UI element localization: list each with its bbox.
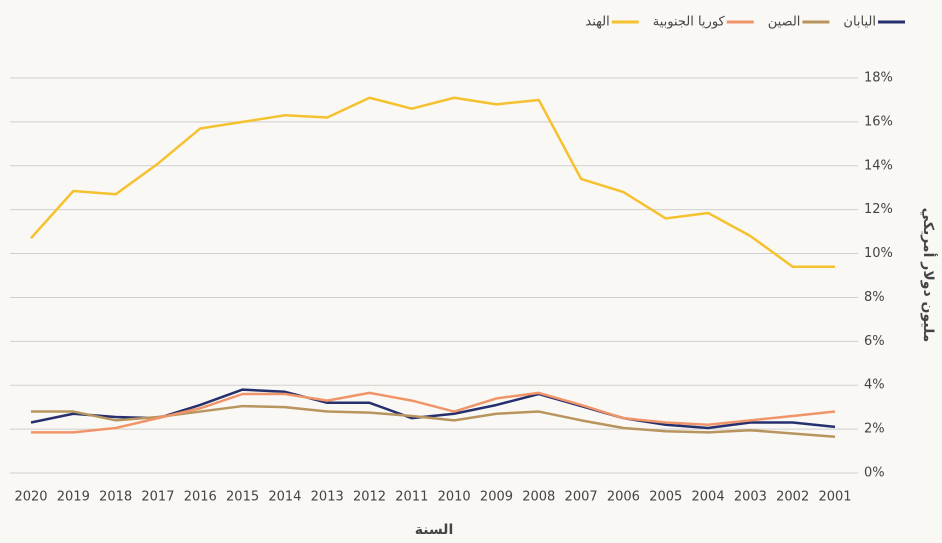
- x-tick-label: 2014: [268, 490, 301, 505]
- x-tick-label: 2011: [395, 490, 428, 505]
- x-tick-label: 2019: [57, 490, 90, 505]
- y-axis-title: مليون دولار أمريكي: [920, 208, 938, 343]
- y-tick-label: 16%: [864, 114, 893, 129]
- x-tick-label: 2003: [734, 490, 767, 505]
- x-tick-label: 2005: [649, 490, 682, 505]
- y-tick-label: 8%: [864, 290, 885, 305]
- y-tick-label: 12%: [864, 202, 893, 217]
- legend-label: كوريا الجنوبية: [653, 15, 726, 30]
- series-line: [30, 96, 835, 268]
- legend-label: الهند: [585, 15, 609, 30]
- x-tick-label: 2012: [353, 490, 386, 505]
- y-tick-label: 4%: [864, 378, 885, 393]
- x-tick-label: 2008: [522, 490, 555, 505]
- y-tick-label: 6%: [864, 334, 885, 349]
- x-tick-label: 2007: [565, 490, 598, 505]
- y-tick-label: 2%: [864, 422, 885, 437]
- y-tick-label: 14%: [864, 158, 893, 173]
- x-axis-title: السنة: [415, 522, 454, 538]
- y-tick-label: 10%: [864, 246, 893, 261]
- x-tick-label: 2004: [692, 490, 725, 505]
- x-tick-label: 2020: [14, 490, 47, 505]
- series-line: [30, 388, 836, 430]
- legend-label: اليابان: [843, 15, 876, 30]
- legend-label: الصين: [768, 15, 801, 30]
- y-tick-label: 0%: [864, 466, 885, 481]
- series-line: [31, 404, 836, 439]
- series-line: [31, 391, 836, 434]
- x-tick-label: 2009: [480, 490, 513, 505]
- x-tick-label: 2013: [311, 490, 344, 505]
- x-tick-label: 2018: [99, 490, 132, 505]
- x-tick-label: 2016: [184, 490, 217, 505]
- y-tick-label: 18%: [864, 71, 893, 86]
- x-tick-label: 2001: [818, 490, 851, 505]
- x-tick-label: 2015: [226, 490, 259, 505]
- x-tick-label: 2010: [438, 490, 471, 505]
- x-tick-label: 2002: [776, 490, 809, 505]
- x-tick-label: 2017: [141, 490, 174, 505]
- x-tick-label: 2006: [607, 490, 640, 505]
